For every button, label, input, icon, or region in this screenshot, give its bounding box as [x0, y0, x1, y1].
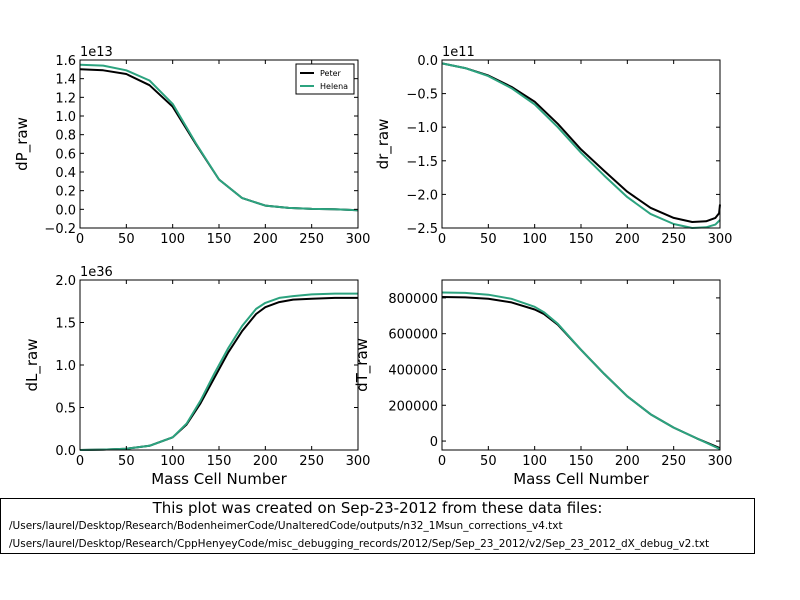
y-tick-label: −0.2 [44, 222, 76, 237]
legend: Peter Helena [295, 63, 355, 95]
subplot-4: 0 50 100 150 200 250 300 0 200000 400000 600000 800… [353, 279, 733, 488]
x-tick-label: 0 [438, 454, 446, 469]
x-tick-label: 100 [160, 232, 185, 247]
y-exponent-label: 1e36 [80, 265, 113, 280]
series-line-helena [79, 292, 358, 451]
y-tick-label: 0.2 [55, 185, 76, 200]
x-axis-label: Mass Cell Number [513, 470, 649, 488]
subplot-3: 0 50 100 150 200 250 300 0.0 0.5 1.0 1.5 2.0 1e36 dL_… [23, 265, 370, 488]
series-line-peter [441, 62, 721, 223]
footer-box [0, 498, 755, 554]
x-tick-label: 200 [253, 232, 278, 247]
y-axis-label: dP_raw [13, 117, 32, 171]
x-tick-label: 300 [346, 232, 371, 247]
x-tick-label: 0 [438, 232, 446, 247]
footer-file-1: /Users/laurel/Desktop/Research/Bodenheim… [9, 520, 563, 532]
y-tick-label: 1.2 [55, 91, 76, 106]
y-tick-label: 0.0 [417, 54, 438, 69]
x-tick-label: 50 [118, 232, 135, 247]
x-tick-label: 50 [480, 232, 497, 247]
y-tick-label: 1.5 [55, 317, 76, 332]
y-tick-label: 600000 [388, 328, 438, 343]
x-tick-label: 300 [708, 232, 733, 247]
x-axis-label: Mass Cell Number [151, 470, 287, 488]
x-tick-label: 150 [569, 232, 594, 247]
x-tick-label: 250 [661, 232, 686, 247]
y-tick-label: 1.4 [55, 73, 76, 88]
y-tick-label: 0.6 [55, 147, 76, 162]
x-tick-label: 50 [118, 454, 135, 469]
y-tick-label: −1.0 [406, 121, 438, 136]
series-line-peter [441, 296, 721, 450]
y-tick-label: −2.0 [406, 188, 438, 203]
y-exponent-label: 1e11 [442, 45, 475, 60]
x-tick-label: 200 [253, 454, 278, 469]
y-tick-label: 0.4 [55, 166, 76, 181]
series-line-helena [441, 291, 721, 451]
x-tick-label: 150 [207, 454, 232, 469]
x-tick-label: 0 [76, 454, 84, 469]
y-tick-label: 200000 [388, 399, 438, 414]
x-tick-label: 150 [569, 454, 594, 469]
y-exponent-label: 1e13 [80, 45, 113, 60]
y-axis-label: dL_raw [23, 338, 42, 391]
y-tick-label: 0.0 [55, 203, 76, 218]
y-tick-label: 0.0 [55, 444, 76, 459]
x-tick-label: 200 [615, 454, 640, 469]
y-tick-label: −0.5 [406, 88, 438, 103]
axes-frame [441, 279, 721, 451]
y-tick-label: 0 [430, 435, 438, 450]
x-tick-label: 150 [207, 232, 232, 247]
series-line-peter [79, 296, 358, 451]
y-tick-label: 0.5 [55, 402, 76, 417]
series-line-helena [79, 63, 359, 212]
x-tick-label: 100 [160, 454, 185, 469]
y-tick-label: 800000 [388, 292, 438, 307]
y-axis-label: dT_raw [353, 338, 372, 392]
x-tick-label: 100 [522, 232, 547, 247]
y-tick-label: 0.8 [55, 129, 76, 144]
legend-box [295, 63, 355, 95]
footer-title: This plot was created on Sep-23-2012 fro… [152, 499, 603, 517]
y-axis-label: dr_raw [374, 119, 393, 170]
footer-file-2: /Users/laurel/Desktop/Research/CppHenyey… [9, 538, 710, 550]
x-tick-label: 100 [522, 454, 547, 469]
x-tick-label: 250 [299, 232, 324, 247]
x-tick-label: 0 [76, 232, 84, 247]
x-tick-label: 200 [615, 232, 640, 247]
axes-frame [441, 59, 721, 229]
y-tick-label: 2.0 [55, 274, 76, 289]
y-tick-label: 1.6 [55, 54, 76, 69]
y-tick-label: 1.0 [55, 110, 76, 125]
x-tick-label: 50 [480, 454, 497, 469]
y-tick-label: −1.5 [406, 155, 438, 170]
x-tick-label: 300 [346, 454, 371, 469]
x-tick-label: 250 [299, 454, 324, 469]
subplot-2: 0 50 100 150 200 250 300 −2.5 −2.0 −1.5 −1.0 −0.5 0.… [374, 45, 732, 247]
subplot-1: 0 50 100 150 200 250 300 −0.2 0.0 0.2 0.4 0.6 0.8 1.0… [13, 45, 370, 247]
series-line-helena [441, 62, 721, 229]
y-tick-label: −2.5 [406, 222, 438, 237]
y-tick-label: 400000 [388, 363, 438, 378]
legend-label-peter: Peter [320, 69, 342, 78]
legend-label-helena: Helena [320, 82, 348, 91]
x-tick-label: 300 [708, 454, 733, 469]
y-tick-label: 1.0 [55, 359, 76, 374]
x-tick-label: 250 [661, 454, 686, 469]
